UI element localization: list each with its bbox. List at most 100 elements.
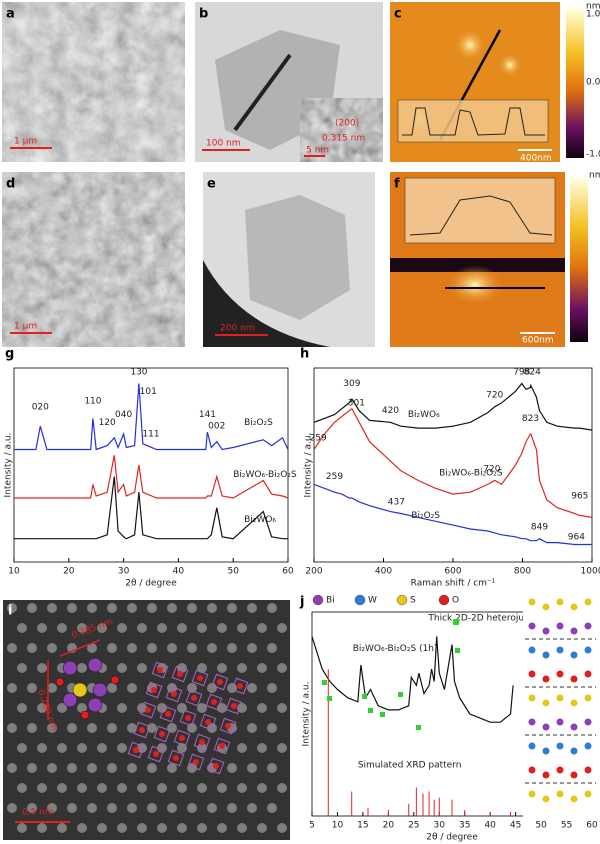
atom-model bbox=[55, 677, 65, 687]
atom-column bbox=[127, 723, 137, 733]
structure-atom bbox=[528, 598, 536, 606]
polyhedron bbox=[213, 737, 231, 755]
atom-column bbox=[137, 823, 147, 833]
atom-column bbox=[207, 603, 217, 613]
atom-model bbox=[159, 731, 165, 737]
series-line bbox=[313, 382, 593, 431]
sheet bbox=[245, 195, 350, 320]
atom-model bbox=[72, 682, 88, 698]
panel-label: a bbox=[6, 7, 15, 22]
atom-model bbox=[185, 715, 191, 721]
atom-column bbox=[57, 823, 67, 833]
atom-model bbox=[171, 691, 177, 697]
peak-marker bbox=[380, 712, 385, 717]
legend-swatch bbox=[354, 594, 366, 606]
scale-bar-label: 200 nm bbox=[220, 324, 255, 334]
sem-image bbox=[2, 172, 185, 347]
structure-atom bbox=[528, 646, 536, 654]
x-axis-label: Raman shift / cm⁻¹ bbox=[411, 579, 496, 589]
series-label: Bi₂O₂S bbox=[411, 511, 440, 521]
x-tick-label: 600 bbox=[444, 567, 461, 577]
flake bbox=[454, 29, 486, 61]
series-label: Bi₂WO₆ bbox=[408, 410, 440, 420]
atom-column bbox=[37, 783, 47, 793]
inset-spacing: 0.315 nm bbox=[322, 134, 365, 144]
atom-column bbox=[107, 803, 117, 813]
series-label: Bi₂WO₆-Bi₂O₂S bbox=[233, 470, 297, 480]
atom-column bbox=[147, 723, 157, 733]
structure-atom bbox=[584, 694, 592, 702]
atom-column bbox=[267, 763, 277, 773]
atom-column bbox=[77, 743, 87, 753]
y-axis-label: Intensity / a.u. bbox=[4, 433, 14, 498]
y-axis-label: Intensity / a.u. bbox=[302, 682, 312, 747]
atom-column bbox=[177, 703, 187, 713]
atom-model bbox=[199, 739, 205, 745]
polyhedron bbox=[139, 701, 157, 719]
spacing-marker bbox=[59, 639, 101, 657]
atom-column bbox=[257, 783, 267, 793]
structure-atom bbox=[528, 622, 536, 630]
atom-model bbox=[92, 682, 108, 698]
structure-atom bbox=[584, 670, 592, 678]
grid-edge bbox=[203, 260, 330, 347]
atom-column bbox=[217, 783, 227, 793]
atom-column bbox=[37, 663, 47, 673]
atom-column bbox=[137, 743, 147, 753]
atom-model bbox=[165, 711, 171, 717]
annotation: 301 bbox=[348, 398, 365, 408]
atom-column bbox=[197, 783, 207, 793]
annotation: 259 bbox=[310, 433, 327, 443]
colorbar-tick: -1.00 bbox=[586, 150, 600, 160]
x-tick-label: 15 bbox=[357, 821, 368, 831]
atom-column bbox=[37, 703, 47, 713]
x-tick-label: 200 bbox=[305, 567, 322, 577]
structure-atom bbox=[528, 694, 536, 702]
x-tick-label: 50 bbox=[227, 567, 239, 577]
atom-column bbox=[197, 623, 207, 633]
scale-bar-label: 1 μm bbox=[14, 322, 37, 332]
annotation: 823 bbox=[522, 414, 539, 424]
x-tick-label: 1000 bbox=[581, 567, 600, 577]
polyhedron bbox=[219, 717, 237, 735]
annotation: 720 bbox=[483, 464, 500, 474]
polyhedron bbox=[185, 689, 203, 707]
structure-atom bbox=[570, 675, 578, 683]
annotation: 259 bbox=[326, 472, 343, 482]
polyhedron bbox=[159, 705, 177, 723]
scale-bar-label: 100 nm bbox=[206, 139, 241, 149]
atom-column bbox=[47, 603, 57, 613]
atom-column bbox=[157, 823, 167, 833]
panel-label: h bbox=[300, 347, 309, 362]
x-tick-label: 45 bbox=[510, 821, 521, 831]
atom-column bbox=[87, 763, 97, 773]
atom-column bbox=[107, 603, 117, 613]
x-axis-label: 2θ / degree bbox=[125, 579, 177, 589]
atom-model bbox=[205, 719, 211, 725]
panel-label: j bbox=[299, 595, 304, 610]
atom-column bbox=[17, 663, 27, 673]
annotation: 002 bbox=[208, 422, 225, 432]
atom-column bbox=[67, 763, 77, 773]
atom-column bbox=[277, 703, 287, 713]
annotation: 437 bbox=[388, 497, 405, 507]
atom-column bbox=[177, 623, 187, 633]
atom-model bbox=[211, 699, 217, 705]
haadf-image bbox=[3, 600, 290, 840]
panel-label: g bbox=[5, 347, 14, 362]
atom-column bbox=[177, 823, 187, 833]
polyhedron bbox=[225, 697, 243, 715]
annotation: 849 bbox=[531, 523, 548, 533]
atom-column bbox=[117, 703, 127, 713]
profile bbox=[402, 107, 545, 136]
atomic-columns bbox=[7, 603, 287, 833]
atom-column bbox=[227, 643, 237, 653]
atom-model bbox=[231, 703, 237, 709]
legend-swatch bbox=[438, 594, 450, 606]
peak-marker bbox=[455, 648, 460, 653]
peak-marker bbox=[322, 680, 327, 685]
peak-marker bbox=[327, 696, 332, 701]
atom-column bbox=[217, 623, 227, 633]
annotation: 309 bbox=[343, 379, 360, 389]
atom-column bbox=[277, 663, 287, 673]
